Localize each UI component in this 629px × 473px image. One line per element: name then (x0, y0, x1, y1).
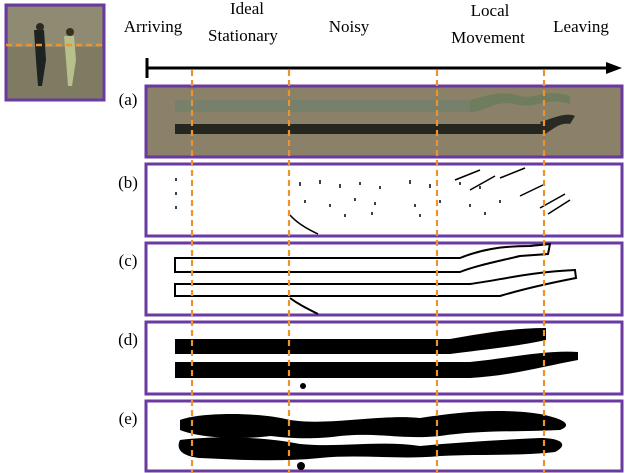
stage-label: Ideal (230, 0, 264, 18)
stage-label: Stationary (208, 26, 278, 45)
panel-label: (b) (118, 173, 138, 192)
figure: Arriving Ideal Stationary Noisy Local Mo… (0, 0, 629, 473)
panel-b (146, 164, 622, 236)
stage-label: Arriving (124, 17, 183, 36)
stage-label: Local (471, 1, 510, 20)
panel-label: (d) (118, 330, 138, 349)
stage-label: Movement (451, 28, 525, 47)
panel-label: (a) (119, 90, 138, 109)
timeline-arrow (147, 58, 622, 78)
panel-label: (e) (119, 409, 138, 428)
panel-c (146, 243, 622, 315)
thumbnail (6, 5, 104, 100)
panel-label: (c) (119, 251, 138, 270)
stage-label: Noisy (329, 17, 370, 36)
panel-a-content (148, 88, 620, 155)
stage-label: Leaving (553, 17, 609, 36)
